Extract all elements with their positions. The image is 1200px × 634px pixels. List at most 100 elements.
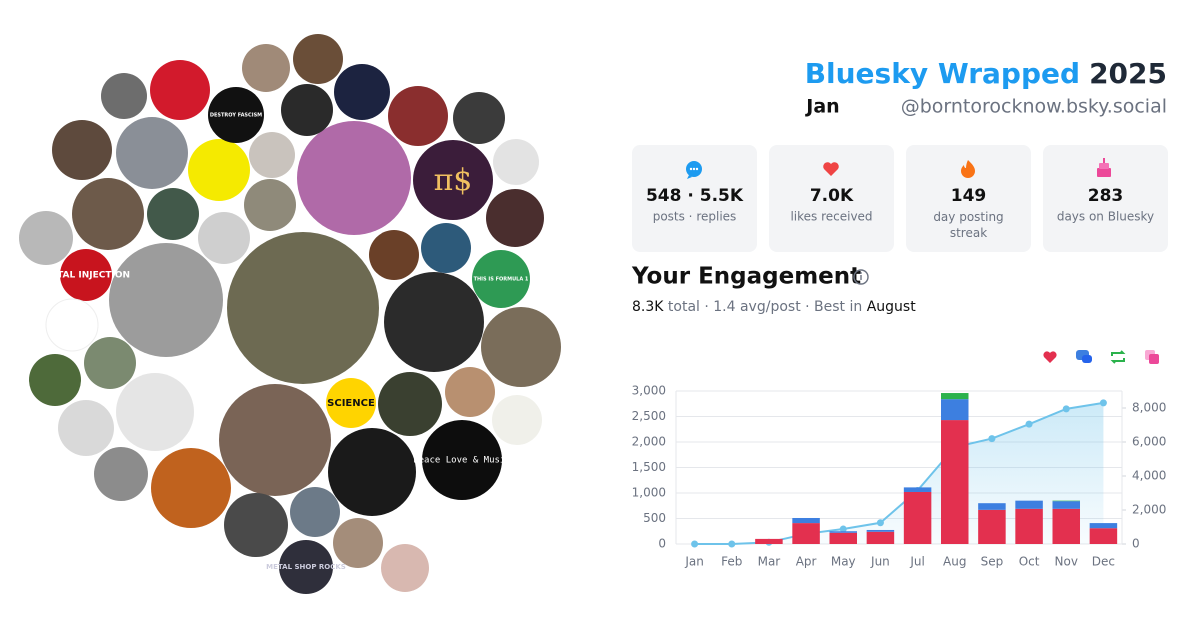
stat-value: 548 · 5.5K bbox=[646, 186, 744, 206]
stat-label: day posting streak bbox=[933, 210, 1003, 240]
line-point bbox=[1062, 405, 1070, 413]
likes-icon bbox=[823, 162, 839, 176]
avatar-text: Peace Love & Music bbox=[413, 456, 511, 466]
avatar bbox=[384, 272, 484, 372]
avatar bbox=[453, 92, 505, 144]
avatar-text: METAL SHOP ROCKS bbox=[266, 563, 346, 571]
legend-reposts[interactable] bbox=[1110, 350, 1126, 364]
avatar bbox=[84, 337, 136, 389]
line-point bbox=[728, 540, 736, 548]
avatar bbox=[486, 189, 544, 247]
avatar bbox=[381, 544, 429, 592]
avatar bbox=[198, 212, 250, 264]
bar-segment bbox=[866, 531, 895, 544]
avatar bbox=[493, 139, 539, 185]
x-tick-label: Jun bbox=[870, 555, 890, 569]
line-point bbox=[839, 525, 847, 533]
avatar bbox=[293, 34, 343, 84]
line-point bbox=[988, 435, 996, 443]
bar-segment bbox=[1089, 528, 1118, 544]
avatar-text: π$ bbox=[434, 163, 473, 198]
days-icon bbox=[1097, 158, 1111, 177]
avatar bbox=[242, 44, 290, 92]
stat-card bbox=[1043, 145, 1168, 252]
stat-card bbox=[906, 145, 1031, 252]
info-icon[interactable] bbox=[853, 269, 869, 285]
line-point bbox=[1099, 399, 1107, 407]
line-point bbox=[876, 519, 884, 527]
x-tick-label: Sep bbox=[981, 555, 1004, 569]
bar-segment bbox=[829, 532, 858, 544]
avatar bbox=[101, 73, 147, 119]
avatar bbox=[45, 298, 99, 352]
stat-card bbox=[632, 145, 757, 252]
section-title: Your Engagement bbox=[631, 264, 861, 290]
avatar bbox=[297, 121, 411, 235]
y-tick-label: 2,500 bbox=[632, 409, 666, 423]
avatar bbox=[281, 84, 333, 136]
avatar bbox=[208, 87, 264, 143]
x-tick-label: Dec bbox=[1092, 555, 1115, 569]
bar-segment bbox=[866, 529, 895, 532]
avatar bbox=[378, 372, 442, 436]
avatar bbox=[328, 428, 416, 516]
bar-segment bbox=[1052, 500, 1081, 502]
y2-tick-label: 2,000 bbox=[1132, 503, 1166, 517]
bar-segment bbox=[1052, 508, 1081, 544]
streak-icon bbox=[961, 160, 975, 178]
bar-segment bbox=[755, 538, 783, 544]
stat-label: likes received bbox=[790, 210, 872, 224]
x-tick-label: May bbox=[831, 555, 856, 569]
summary-total: 8.3K bbox=[632, 299, 664, 315]
x-tick-label: Jan bbox=[684, 555, 704, 569]
summary: 8.3K total · 1.4 avg/post · Best in Augu… bbox=[632, 299, 916, 315]
x-tick-label: Nov bbox=[1055, 555, 1078, 569]
legend-likes[interactable] bbox=[1043, 351, 1057, 363]
avatar bbox=[94, 447, 148, 501]
avatar bbox=[219, 384, 331, 496]
bar-segment bbox=[940, 399, 969, 421]
avatar bbox=[290, 487, 340, 537]
legend-quotes[interactable] bbox=[1145, 350, 1159, 364]
avatar bbox=[58, 400, 114, 456]
x-tick-label: Jul bbox=[909, 555, 924, 569]
avatar bbox=[421, 223, 471, 273]
avatar bbox=[279, 540, 333, 594]
legend-replies[interactable] bbox=[1076, 350, 1092, 363]
bar-segment bbox=[829, 531, 858, 533]
bar-segment bbox=[1015, 508, 1043, 544]
avatar bbox=[472, 250, 530, 308]
bar-segment bbox=[903, 491, 932, 544]
avatar bbox=[147, 188, 199, 240]
avatar bbox=[194, 355, 234, 395]
engagement-chart: 0 500 1,000 1,500 2,000 2,500 3,000 0 2,000 4,000… bbox=[632, 384, 1167, 569]
bar-segment bbox=[792, 523, 820, 544]
x-tick-label: Oct bbox=[1019, 555, 1040, 569]
summary-text: total · 1.4 avg/post · Best in bbox=[663, 299, 866, 315]
avatar bbox=[334, 64, 390, 120]
stat-value: 283 bbox=[1088, 186, 1124, 206]
y2-tick-label: 8,000 bbox=[1132, 401, 1166, 415]
y-tick-label: 2,000 bbox=[632, 435, 666, 449]
avatar bbox=[249, 132, 295, 178]
avatar bbox=[227, 232, 379, 384]
bar-segment bbox=[940, 420, 969, 544]
avatar bbox=[333, 518, 383, 568]
avatar bbox=[224, 493, 288, 557]
avatar bbox=[481, 307, 561, 387]
avatar bbox=[72, 178, 144, 250]
avatar bbox=[60, 249, 112, 301]
stat-value: 149 bbox=[951, 186, 987, 206]
header: Bluesky Wrapped 2025 bbox=[805, 57, 1167, 90]
x-tick-label: Aug bbox=[943, 555, 966, 569]
avatar-text: METAL INJECTION bbox=[42, 271, 130, 281]
y-tick-label: 3,000 bbox=[632, 384, 666, 398]
stat-value: 7.0K bbox=[810, 186, 854, 206]
y-tick-label: 1,000 bbox=[632, 486, 666, 500]
bar-segment bbox=[1052, 501, 1081, 509]
stat-label: posts · replies bbox=[653, 210, 737, 224]
avatar-text: SCIENCE bbox=[327, 398, 375, 409]
y2-tick-label: 4,000 bbox=[1132, 469, 1166, 483]
month: Jan bbox=[804, 96, 839, 118]
